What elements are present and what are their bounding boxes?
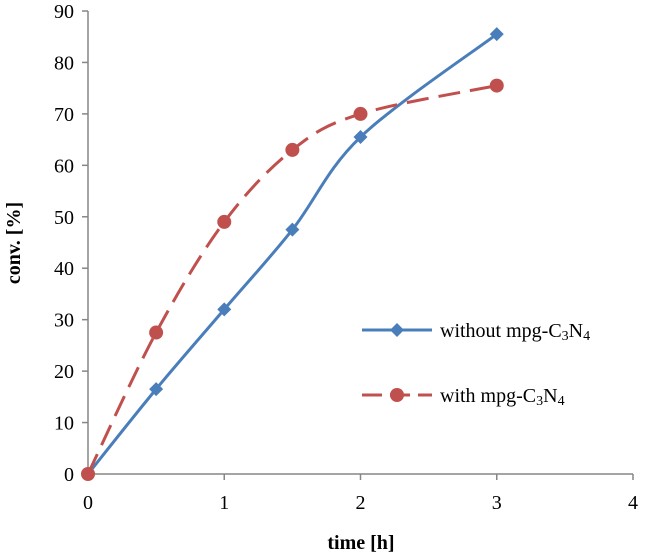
y-tick-label: 10 bbox=[54, 413, 74, 435]
data-point-without-mpg bbox=[353, 130, 368, 145]
x-tick-label: 1 bbox=[219, 492, 229, 514]
y-tick-label: 20 bbox=[54, 361, 74, 383]
y-tick-label: 80 bbox=[54, 52, 74, 74]
data-point-without-mpg bbox=[149, 382, 164, 397]
data-point-with-mpg bbox=[149, 325, 164, 340]
x-ticks: 0 1 2 3 4 bbox=[83, 474, 638, 514]
legend-label-without-mpg-main: without mpg-C bbox=[440, 320, 562, 342]
data-point-with-mpg bbox=[81, 467, 95, 481]
data-point-with-mpg bbox=[285, 142, 300, 157]
data-point-with-mpg bbox=[217, 214, 232, 229]
data-point-without-mpg bbox=[285, 222, 300, 237]
legend-label-with-mpg-sub1: 3 bbox=[536, 394, 543, 409]
x-tick-label: 0 bbox=[83, 492, 93, 514]
legend-label-without-mpg-sub1: 3 bbox=[562, 329, 569, 344]
series-line-with-mpg bbox=[86, 84, 498, 475]
legend-label-with-mpg: with mpg-C3N4 bbox=[440, 385, 565, 409]
y-tick-label: 70 bbox=[54, 104, 74, 126]
x-axis-title: time [h] bbox=[327, 532, 394, 554]
legend-label-without-mpg: without mpg-C3N4 bbox=[440, 320, 590, 344]
data-point-without-mpg bbox=[489, 27, 504, 42]
y-tick-label: 50 bbox=[54, 207, 74, 229]
legend-marker-without-mpg bbox=[390, 323, 404, 337]
data-point-with-mpg bbox=[489, 78, 504, 93]
legend-label-with-mpg-main: with mpg-C bbox=[440, 385, 536, 407]
legend-item-with-mpg: with mpg-C3N4 bbox=[362, 385, 565, 409]
legend-label-without-mpg-mid: N bbox=[569, 320, 583, 342]
legend-item-without-mpg: without mpg-C3N4 bbox=[362, 320, 590, 344]
y-tick-label: 40 bbox=[54, 258, 74, 280]
legend-label-with-mpg-mid: N bbox=[543, 385, 557, 407]
series-line-without-mpg bbox=[86, 32, 498, 475]
y-ticks: 0 10 20 30 40 50 60 70 80 90 bbox=[54, 1, 88, 486]
x-tick-label: 2 bbox=[356, 492, 366, 514]
y-tick-label: 0 bbox=[64, 464, 74, 486]
y-axis-title: conv. [%] bbox=[3, 202, 25, 284]
y-tick-label: 90 bbox=[54, 1, 74, 23]
x-tick-label: 4 bbox=[628, 492, 638, 514]
x-tick-label: 3 bbox=[492, 492, 502, 514]
legend: without mpg-C3N4 with mpg-C3N4 bbox=[362, 320, 590, 409]
y-tick-label: 30 bbox=[54, 310, 74, 332]
legend-label-without-mpg-sub2: 4 bbox=[583, 329, 590, 344]
legend-label-with-mpg-sub2: 4 bbox=[558, 394, 565, 409]
y-tick-label: 60 bbox=[54, 155, 74, 177]
series-layer bbox=[81, 27, 504, 481]
data-point-without-mpg bbox=[217, 302, 232, 317]
data-point-with-mpg bbox=[353, 106, 368, 121]
legend-marker-with-mpg bbox=[390, 388, 404, 402]
